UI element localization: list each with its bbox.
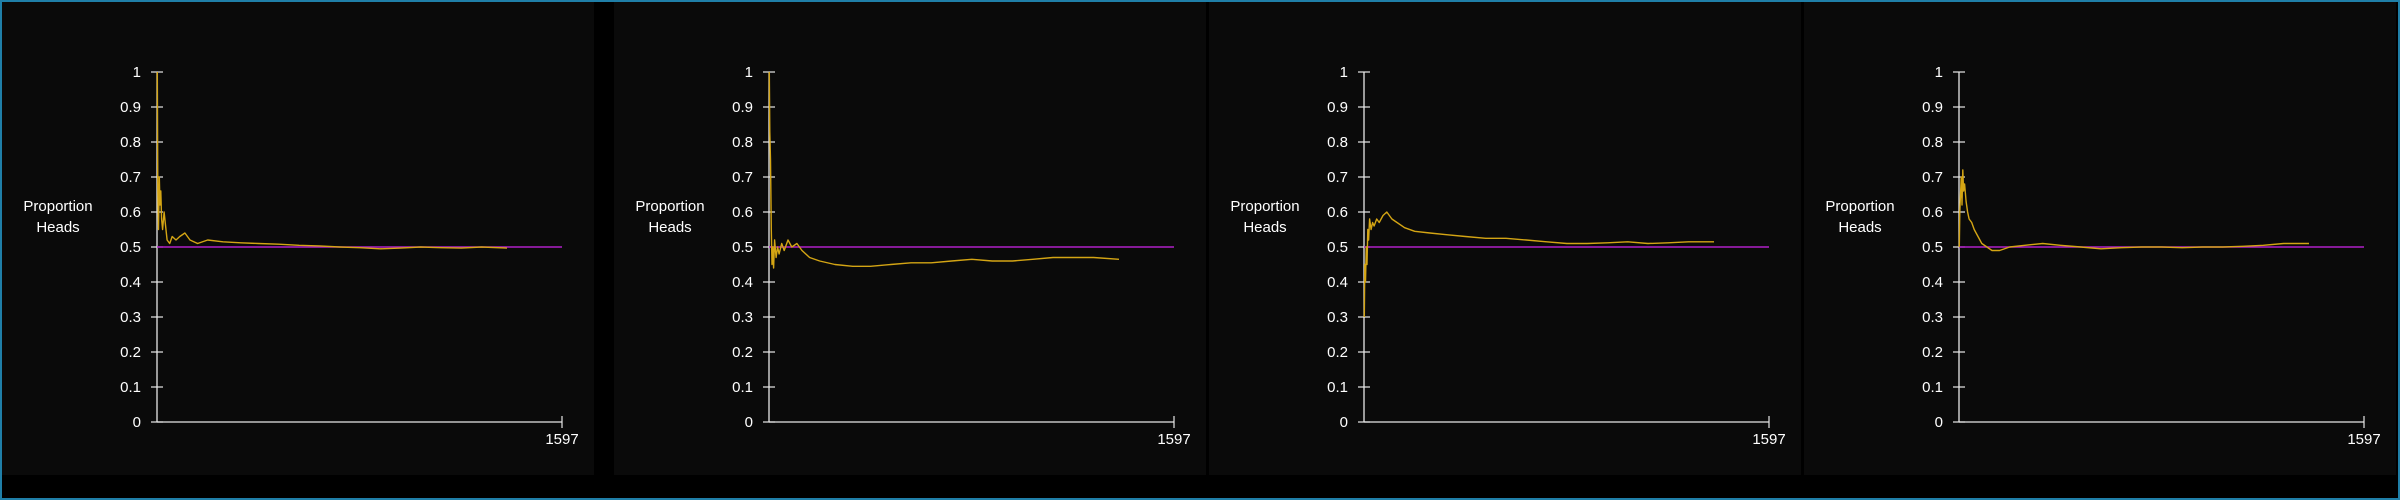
y-tick-label: 0.5 [1922, 239, 1943, 256]
y-axis-label: Proportion Heads [1230, 198, 1300, 236]
y-tick-label: 0.7 [120, 169, 141, 186]
y-tick-label: 0.2 [1327, 344, 1348, 361]
y-axis-label: Proportion Heads [1825, 198, 1895, 236]
y-tick-label: 0.7 [732, 169, 753, 186]
y-tick-label: 1 [1935, 64, 1943, 81]
y-tick-label: 0.2 [732, 344, 753, 361]
series-line [768, 71, 1120, 269]
y-tick-label: 0 [1340, 414, 1348, 431]
chart-panel-2: Proportion Heads 0 0.1 0.2 0.3 0.4 0.5 0.6 0.7 0… [614, 2, 1206, 475]
chart-panel-4: Proportion Heads 0 0.1 0.2 0.3 0.4 0.5 0.6 0.7 0… [1804, 2, 2396, 475]
y-tick-label: 0.5 [120, 239, 141, 256]
x-tick-label: 1597 [1157, 431, 1190, 448]
y-tick-label: 0.4 [120, 274, 141, 291]
y-tick-label: 0.4 [732, 274, 753, 291]
y-tick-label: 0.3 [120, 309, 141, 326]
y-tick-label: 0.5 [732, 239, 753, 256]
y-tick-label: 0 [133, 414, 141, 431]
y-tick-label: 0.3 [1327, 309, 1348, 326]
y-tick-label: 0.5 [1327, 239, 1348, 256]
chart-2-svg: 0 0.1 0.2 0.3 0.4 0.5 0.6 0.7 0.8 0.9 1 1597 [732, 64, 1191, 448]
series-line [1958, 169, 2309, 252]
x-tick-label: 1597 [2347, 431, 2380, 448]
y-tick-label: 1 [745, 64, 753, 81]
y-axis-label: Proportion Heads [23, 198, 93, 236]
y-tick-label: 0.8 [1327, 134, 1348, 151]
y-tick-label: 0 [1935, 414, 1943, 431]
y-tick-label: 0.8 [1922, 134, 1943, 151]
series-line [1363, 211, 1714, 318]
chart-3-svg: 0 0.1 0.2 0.3 0.4 0.5 0.6 0.7 0.8 0.9 1 1597 [1327, 64, 1786, 448]
y-tick-label: 0.7 [1922, 169, 1943, 186]
y-tick-label: 0.8 [120, 134, 141, 151]
y-tick-label: 0.1 [120, 379, 141, 396]
y-tick-label: 0.7 [1327, 169, 1348, 186]
y-tick-label: 0.9 [1327, 99, 1348, 116]
chart-panel-1: Proportion Heads 0 0.1 0.2 0.3 0.4 0.5 0.6 0.7 0… [2, 2, 594, 475]
y-tick-label: 0.4 [1327, 274, 1348, 291]
y-axis-label: Proportion Heads [635, 198, 705, 236]
chart-4-svg: 0 0.1 0.2 0.3 0.4 0.5 0.6 0.7 0.8 0.9 1 1597 [1922, 64, 2381, 448]
y-tick-label: 0.1 [1922, 379, 1943, 396]
y-tick-label: 0.6 [1327, 204, 1348, 221]
y-tick-label: 0.6 [1922, 204, 1943, 221]
y-tick-label: 0.6 [732, 204, 753, 221]
x-tick-label: 1597 [545, 431, 578, 448]
y-tick-label: 0 [745, 414, 753, 431]
y-tick-label: 0.9 [120, 99, 141, 116]
x-tick-label: 1597 [1752, 431, 1785, 448]
y-tick-label: 0.1 [1327, 379, 1348, 396]
y-tick-label: 0.1 [732, 379, 753, 396]
y-tick-label: 1 [133, 64, 141, 81]
y-tick-label: 0.2 [1922, 344, 1943, 361]
y-tick-label: 0.6 [120, 204, 141, 221]
chart-1-svg: 0 0.1 0.2 0.3 0.4 0.5 0.6 0.7 0.8 0.9 1 1597 [120, 64, 579, 448]
series-line [156, 71, 508, 250]
y-tick-label: 0.4 [1922, 274, 1943, 291]
y-tick-label: 0.8 [732, 134, 753, 151]
y-tick-label: 0.9 [1922, 99, 1943, 116]
y-tick-label: 0.9 [732, 99, 753, 116]
chart-panel-3: Proportion Heads 0 0.1 0.2 0.3 0.4 0.5 0.6 0.7 0… [1209, 2, 1801, 475]
y-tick-label: 0.3 [732, 309, 753, 326]
y-tick-label: 1 [1340, 64, 1348, 81]
y-tick-label: 0.3 [1922, 309, 1943, 326]
y-tick-label: 0.2 [120, 344, 141, 361]
